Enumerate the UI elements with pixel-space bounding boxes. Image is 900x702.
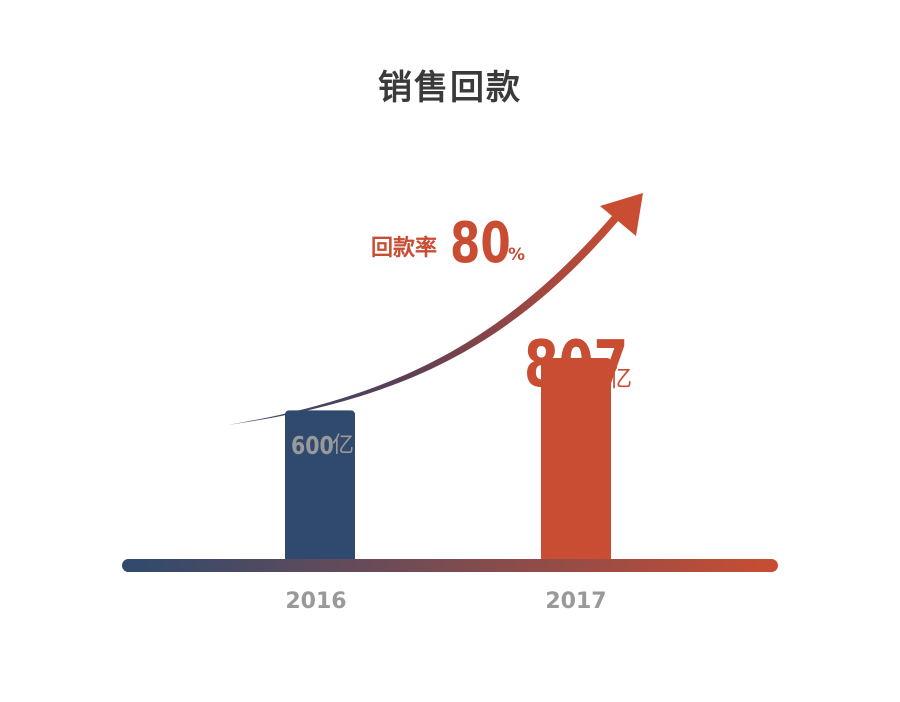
value-label-2016: 600 (291, 432, 334, 460)
unit-label-2017: 亿 (609, 366, 632, 392)
tick-label-2017: 2017 (545, 589, 606, 614)
growth-arrow-head (600, 193, 643, 236)
rate-unit: % (508, 245, 525, 265)
tick-label-2016: 2016 (285, 589, 346, 614)
bar-2016 (285, 410, 355, 568)
x-axis-line (122, 559, 778, 572)
unit-label-2016: 亿 (332, 433, 354, 458)
value-label-2017: 807 (524, 327, 628, 402)
bar-2017 (541, 358, 611, 568)
chart-title: 销售回款 (378, 68, 522, 108)
rate-label: 回款率 (371, 235, 437, 261)
rate-value: 80 (450, 210, 511, 276)
